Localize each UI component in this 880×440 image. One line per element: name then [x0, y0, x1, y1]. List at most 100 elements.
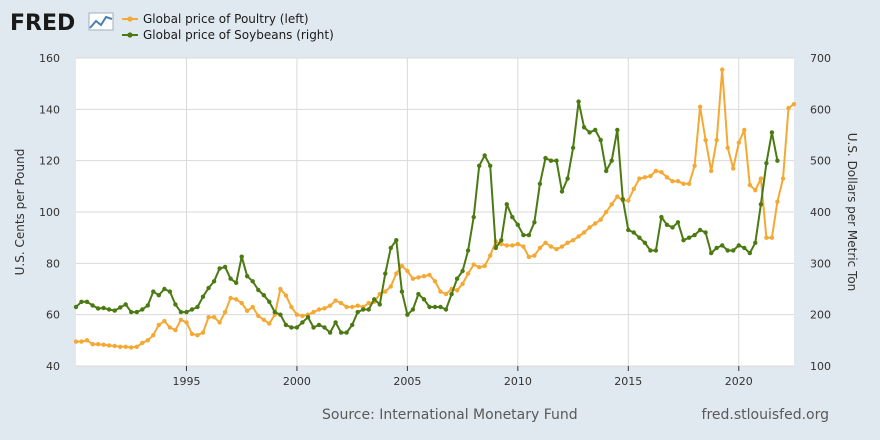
soybeans-point[interactable]	[460, 268, 465, 274]
soybeans-point[interactable]	[769, 130, 775, 135]
legend-item-soybeans[interactable]: Global price of Soybeans (right)	[122, 28, 334, 42]
poultry-point[interactable]	[758, 176, 764, 181]
soybeans-point[interactable]	[256, 287, 261, 293]
poultry-point[interactable]	[189, 331, 195, 337]
poultry-point[interactable]	[465, 271, 471, 276]
soybeans-point[interactable]	[118, 305, 123, 310]
soybeans-point[interactable]	[747, 250, 752, 256]
soybeans-point[interactable]	[443, 307, 449, 312]
poultry-point[interactable]	[118, 344, 123, 349]
soybeans-point[interactable]	[449, 291, 454, 297]
soybeans-point[interactable]	[112, 308, 117, 313]
poultry-point[interactable]	[432, 279, 438, 284]
soybeans-point[interactable]	[405, 312, 410, 317]
poultry-point[interactable]	[162, 318, 167, 324]
poultry-point[interactable]	[206, 315, 211, 320]
soybeans-point[interactable]	[333, 320, 338, 325]
poultry-point[interactable]	[764, 235, 769, 240]
soybeans-point[interactable]	[178, 309, 184, 315]
poultry-point[interactable]	[703, 137, 708, 143]
poultry-point[interactable]	[333, 298, 338, 303]
poultry-point[interactable]	[278, 286, 283, 292]
poultry-point[interactable]	[394, 271, 399, 276]
poultry-point[interactable]	[84, 338, 90, 343]
poultry-point[interactable]	[626, 198, 631, 203]
poultry-point[interactable]	[537, 245, 543, 251]
poultry-point[interactable]	[234, 297, 239, 302]
soybeans-point[interactable]	[609, 158, 614, 163]
soybeans-point[interactable]	[537, 181, 543, 186]
poultry-point[interactable]	[145, 338, 150, 343]
poultry-point[interactable]	[780, 176, 786, 181]
poultry-point[interactable]	[576, 234, 581, 239]
poultry-point[interactable]	[615, 194, 620, 199]
soybeans-point[interactable]	[532, 220, 537, 225]
soybeans-point[interactable]	[675, 220, 681, 225]
soybeans-point[interactable]	[692, 232, 697, 238]
poultry-point[interactable]	[211, 315, 217, 320]
poultry-point[interactable]	[736, 140, 741, 145]
soybeans-point[interactable]	[311, 325, 316, 330]
soybeans-point[interactable]	[206, 285, 211, 291]
soybeans-point[interactable]	[598, 137, 603, 143]
poultry-point[interactable]	[637, 176, 642, 181]
soybeans-point[interactable]	[499, 238, 504, 243]
poultry-point[interactable]	[256, 313, 261, 319]
poultry-point[interactable]	[267, 321, 272, 326]
soybeans-point[interactable]	[106, 307, 112, 312]
poultry-point[interactable]	[322, 306, 327, 311]
soybeans-point[interactable]	[145, 303, 150, 308]
poultry-point[interactable]	[604, 209, 609, 215]
soybeans-point[interactable]	[134, 309, 139, 315]
soybeans-point[interactable]	[565, 176, 570, 181]
soybeans-point[interactable]	[620, 197, 625, 202]
poultry-point[interactable]	[151, 333, 156, 338]
poultry-point[interactable]	[791, 102, 797, 107]
poultry-point[interactable]	[692, 163, 697, 168]
poultry-point[interactable]	[95, 342, 101, 347]
poultry-point[interactable]	[410, 276, 416, 281]
poultry-point[interactable]	[73, 339, 79, 344]
poultry-point[interactable]	[543, 240, 548, 245]
poultry-point[interactable]	[559, 244, 565, 249]
poultry-point[interactable]	[427, 272, 432, 278]
poultry-point[interactable]	[355, 303, 360, 308]
poultry-point[interactable]	[156, 322, 161, 328]
poultry-point[interactable]	[670, 179, 675, 184]
soybeans-point[interactable]	[626, 227, 631, 233]
poultry-point[interactable]	[664, 175, 670, 180]
soybeans-point[interactable]	[709, 250, 714, 256]
soybeans-point[interactable]	[482, 153, 487, 158]
soybeans-point[interactable]	[587, 130, 592, 135]
poultry-point[interactable]	[421, 274, 427, 279]
soybeans-point[interactable]	[686, 235, 692, 240]
poultry-point[interactable]	[338, 300, 344, 306]
soybeans-point[interactable]	[410, 307, 416, 312]
soybeans-point[interactable]	[510, 214, 515, 220]
poultry-point[interactable]	[112, 343, 117, 349]
poultry-point[interactable]	[383, 289, 388, 294]
soybeans-point[interactable]	[615, 127, 620, 133]
soybeans-point[interactable]	[261, 293, 266, 298]
poultry-point[interactable]	[250, 304, 255, 310]
soybeans-point[interactable]	[454, 276, 460, 281]
poultry-point[interactable]	[725, 145, 730, 150]
poultry-point[interactable]	[742, 127, 747, 133]
poultry-point[interactable]	[714, 137, 719, 143]
soybeans-point[interactable]	[753, 240, 758, 245]
soybeans-point[interactable]	[388, 245, 393, 251]
poultry-point[interactable]	[515, 241, 520, 247]
soybeans-point[interactable]	[758, 202, 764, 207]
soybeans-point[interactable]	[377, 302, 382, 307]
soybeans-point[interactable]	[316, 322, 322, 328]
soybeans-point[interactable]	[355, 309, 360, 315]
soybeans-point[interactable]	[189, 307, 195, 312]
poultry-point[interactable]	[195, 333, 200, 338]
soybeans-point[interactable]	[338, 330, 344, 335]
poultry-point[interactable]	[106, 343, 112, 348]
poultry-point[interactable]	[521, 244, 526, 249]
poultry-point[interactable]	[129, 345, 134, 350]
soybeans-point[interactable]	[305, 315, 311, 320]
soybeans-point[interactable]	[283, 322, 289, 328]
poultry-point[interactable]	[581, 230, 587, 235]
